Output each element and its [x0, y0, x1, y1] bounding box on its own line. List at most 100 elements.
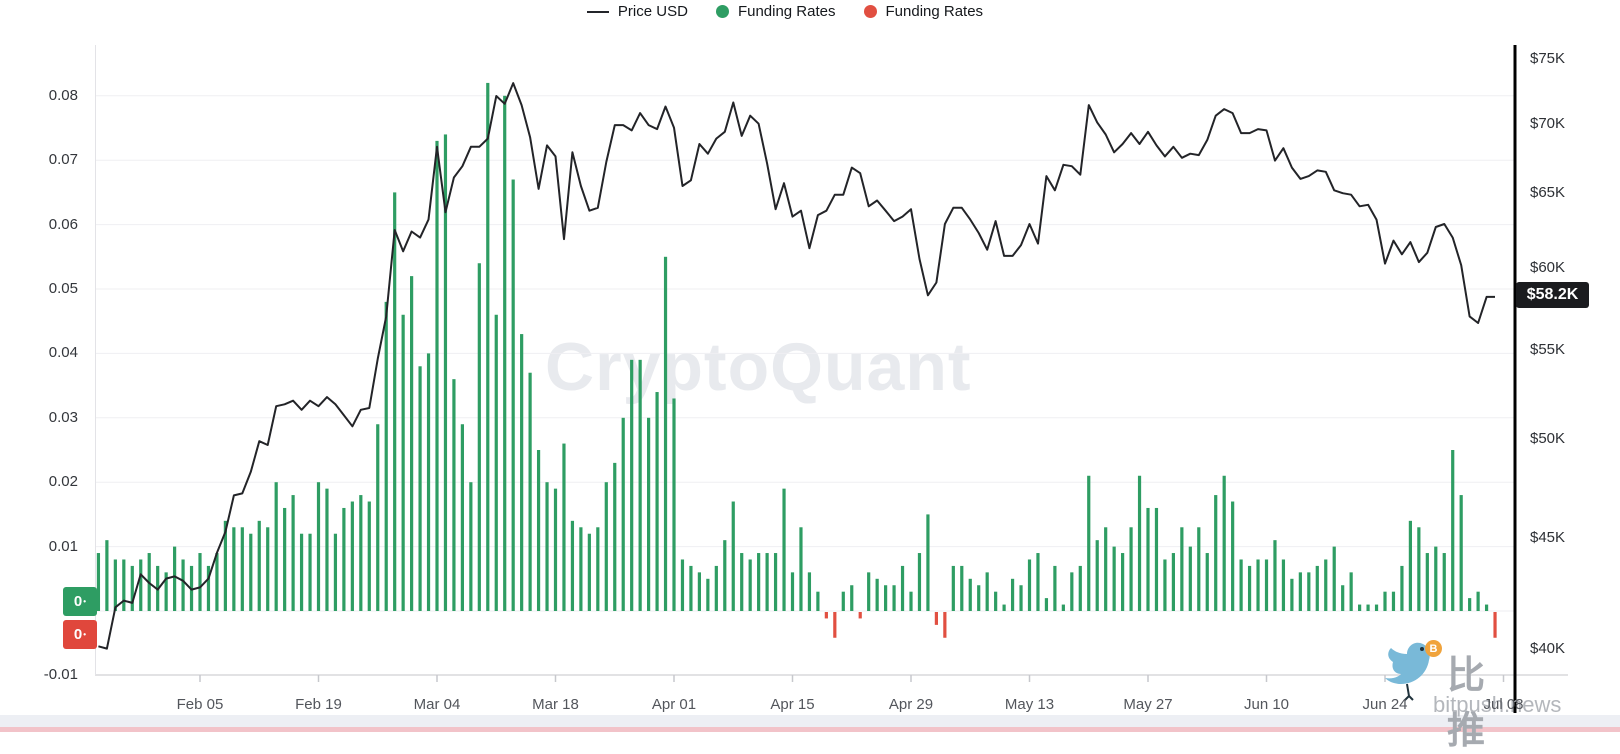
funding-bar-positive: [1442, 553, 1446, 611]
funding-bar-positive: [748, 559, 752, 611]
funding-bar-positive: [1171, 553, 1175, 611]
funding-bar-positive: [647, 417, 651, 611]
legend-item-funding-negative[interactable]: Funding Rates: [863, 3, 984, 20]
funding-bar-positive: [105, 540, 109, 611]
legend-funding-negative-label: Funding Rates: [885, 3, 984, 20]
funding-bar-positive: [274, 482, 278, 611]
red-dot-icon: [863, 5, 877, 18]
funding-bar-positive: [1180, 527, 1184, 611]
price-line-swatch-icon: [586, 10, 609, 13]
funding-bar-positive: [977, 585, 981, 611]
funding-bar-positive: [342, 507, 346, 611]
footer-progress-strip: [0, 727, 1620, 732]
funding-bar-positive: [1425, 553, 1429, 611]
funding-bar-positive: [909, 591, 913, 611]
funding-bar-positive: [1129, 527, 1133, 611]
funding-bar-positive: [1400, 565, 1404, 611]
funding-bar-negative: [1493, 612, 1497, 638]
legend-item-funding-positive[interactable]: Funding Rates: [715, 3, 836, 20]
funding-bar-positive: [325, 488, 329, 611]
funding-bar-positive: [291, 495, 295, 611]
legend-item-price[interactable]: Price USD: [586, 3, 688, 20]
funding-bar-positive: [790, 572, 795, 611]
funding-bar-positive: [1044, 598, 1049, 611]
funding-bar-positive: [1053, 565, 1057, 611]
funding-bar-positive: [1070, 572, 1074, 611]
funding-bar-positive: [884, 585, 888, 611]
funding-bar-positive: [1188, 546, 1192, 611]
funding-bar-positive: [418, 366, 422, 611]
funding-bar-positive: [1078, 565, 1082, 611]
funding-bar-positive: [850, 585, 854, 611]
funding-bar-positive: [367, 501, 371, 611]
funding-bar-positive: [376, 424, 380, 611]
green-dot-icon: [715, 5, 729, 18]
funding-bar-positive: [232, 527, 236, 611]
funding-bar-positive: [96, 553, 101, 611]
funding-bar-positive: [672, 398, 676, 611]
funding-bar-negative: [943, 612, 947, 638]
funding-bar-positive: [520, 334, 524, 611]
funding-bar-positive: [570, 520, 575, 611]
funding-bar-positive: [1298, 572, 1302, 611]
funding-bar-negative: [858, 612, 862, 619]
green-zero-label: 0: [73, 593, 83, 610]
funding-bar-positive: [1264, 559, 1269, 611]
funding-bar-positive: [1391, 591, 1396, 611]
funding-bar-positive: [1239, 559, 1243, 611]
funding-bar-positive: [1036, 553, 1040, 611]
funding-bar-positive: [1383, 591, 1387, 611]
funding-bar-positive: [638, 359, 642, 611]
funding-bar-positive: [1095, 540, 1099, 611]
funding-bar-positive: [1281, 559, 1286, 611]
funding-bar-positive: [799, 527, 803, 611]
funding-bar-positive: [1476, 591, 1480, 611]
funding-bar-positive: [257, 520, 261, 611]
funding-bar-positive: [1019, 585, 1023, 611]
funding-bar-positive: [757, 553, 761, 611]
funding-bar-positive: [164, 572, 168, 611]
funding-bar-positive: [867, 572, 871, 611]
funding-bar-positive: [604, 482, 608, 611]
cryptoquant-watermark: CryptoQuant: [545, 329, 972, 405]
funding-bar-positive: [299, 533, 304, 611]
funding-bar-positive: [198, 553, 202, 611]
funding-bar-positive: [900, 565, 905, 611]
funding-bar-positive: [1137, 475, 1142, 611]
funding-bar-positive: [536, 450, 541, 611]
funding-bar-positive: [630, 359, 634, 611]
funding-bar-positive: [350, 501, 354, 611]
funding-bar-positive: [359, 495, 363, 611]
funding-bar-positive: [1349, 572, 1353, 611]
funding-bar-positive: [173, 546, 177, 611]
funding-bar-negative: [824, 612, 828, 619]
funding-bar-positive: [1121, 553, 1125, 611]
bitpush-en-text: bitpush.news: [1433, 692, 1562, 717]
funding-bar-positive: [1197, 527, 1201, 611]
funding-bar-positive: [316, 482, 321, 611]
funding-bar-positive: [960, 565, 964, 611]
funding-bar-positive: [113, 559, 117, 611]
bitpush-watermark: B 比推 bitpush.news: [1385, 636, 1561, 752]
funding-bar-positive: [333, 533, 338, 611]
funding-bar-positive: [723, 540, 727, 611]
funding-bar-negative: [833, 612, 837, 638]
funding-bar-positive: [1104, 527, 1108, 611]
funding-bar-positive: [1154, 507, 1159, 611]
plot-area[interactable]: [0, 0, 1620, 732]
funding-bar-positive: [528, 372, 532, 611]
funding-bar-positive: [765, 553, 769, 611]
funding-bar-positive: [782, 488, 786, 611]
green-zero-badge: 0 •: [63, 587, 97, 616]
funding-bar-positive: [181, 559, 185, 611]
funding-bar-positive: [926, 514, 930, 611]
funding-bar-positive: [426, 353, 431, 611]
funding-bar-positive: [1484, 604, 1489, 611]
funding-bar-positive: [1408, 520, 1412, 611]
funding-bar-positive: [1358, 604, 1362, 611]
funding-bar-positive: [452, 379, 456, 611]
funding-bar-positive: [1290, 578, 1294, 611]
funding-bar-positive: [206, 565, 211, 611]
funding-bar-positive: [1434, 546, 1438, 611]
